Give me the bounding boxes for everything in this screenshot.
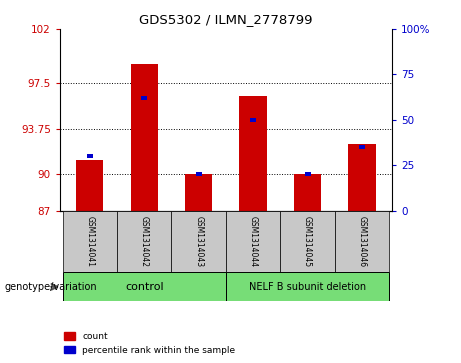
Bar xyxy=(117,211,171,272)
Bar xyxy=(359,145,365,149)
Bar xyxy=(195,172,201,176)
Text: GSM1314043: GSM1314043 xyxy=(194,216,203,267)
Bar xyxy=(63,211,117,272)
Text: genotype/variation: genotype/variation xyxy=(5,282,97,292)
Bar xyxy=(240,95,267,211)
Bar xyxy=(226,272,389,301)
Bar xyxy=(185,174,212,211)
Bar xyxy=(76,160,103,211)
Bar xyxy=(335,211,389,272)
Bar xyxy=(349,144,376,211)
Text: GSM1314044: GSM1314044 xyxy=(248,216,258,267)
Legend: count, percentile rank within the sample: count, percentile rank within the sample xyxy=(65,333,236,355)
Bar xyxy=(250,118,256,122)
Bar xyxy=(130,64,158,211)
Text: GSM1314045: GSM1314045 xyxy=(303,216,312,267)
Bar xyxy=(226,211,280,272)
Text: GSM1314046: GSM1314046 xyxy=(357,216,366,267)
Bar xyxy=(87,154,93,158)
Bar xyxy=(63,272,226,301)
Bar xyxy=(280,211,335,272)
Bar xyxy=(305,172,311,176)
Text: GSM1314042: GSM1314042 xyxy=(140,216,149,267)
Bar xyxy=(171,211,226,272)
Bar xyxy=(294,174,321,211)
Bar xyxy=(141,96,147,100)
Text: control: control xyxy=(125,282,164,292)
Text: GSM1314041: GSM1314041 xyxy=(85,216,95,267)
Text: NELF B subunit deletion: NELF B subunit deletion xyxy=(249,282,366,292)
Title: GDS5302 / ILMN_2778799: GDS5302 / ILMN_2778799 xyxy=(139,13,313,26)
